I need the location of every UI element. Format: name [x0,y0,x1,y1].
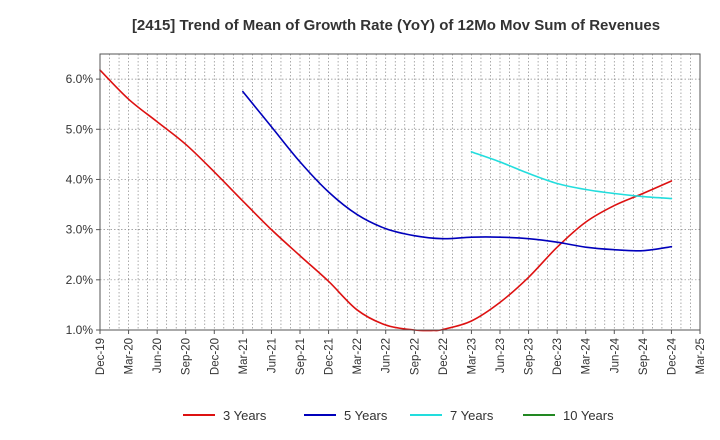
x-tick-label: Dec-21 [324,338,336,375]
legend-label-7-years: 7 Years [450,408,494,423]
y-tick-label: 4.0% [66,172,94,186]
chart-title: [2415] Trend of Mean of Growth Rate (YoY… [132,17,660,34]
x-tick-label: Dec-22 [438,338,450,375]
x-tick-label: Jun-21 [266,338,278,373]
x-tick-label: Sep-23 [524,338,536,375]
y-axis-ticks: 1.0% 2.0% 3.0% 4.0% 5.0% 6.0% [66,72,100,337]
x-tick-label: Mar-22 [352,338,364,374]
series-line-3-years [99,69,673,332]
y-tick-label: 2.0% [66,273,94,287]
series-line-7-years [470,151,673,200]
y-tick-label: 6.0% [66,72,94,86]
x-tick-label: Mar-20 [124,338,136,374]
x-tick-label: Jun-23 [495,338,507,373]
x-tick-label: Mar-25 [695,338,707,374]
legend-label-10-years: 10 Years [563,408,614,423]
y-tick-label: 5.0% [66,122,94,136]
y-tick-label: 3.0% [66,223,94,237]
x-tick-label: Sep-21 [295,338,307,375]
x-tick-label: Mar-24 [581,337,593,374]
y-tick-label: 1.0% [66,323,94,337]
legend-label-3-years: 3 Years [223,408,267,423]
x-tick-label: Dec-20 [209,338,221,375]
x-tick-label: Dec-23 [552,338,564,375]
series-line-5-years [242,90,673,252]
x-tick-label: Jun-20 [152,338,164,373]
legend-label-5-years: 5 Years [344,408,388,423]
x-axis-ticks: Dec-19 Mar-20 Jun-20 Sep-20 Dec-20 Mar-21 Jun-… [95,330,707,375]
grid-vertical [109,54,691,330]
series-layer [99,69,673,332]
x-tick-label: Dec-24 [666,337,678,375]
legend: 3 Years 5 Years 7 Years 10 Years [183,408,614,423]
x-tick-label: Sep-22 [409,338,421,375]
x-tick-label: Sep-24 [638,337,650,375]
x-tick-label: Mar-21 [238,338,250,374]
x-tick-label: Mar-23 [466,338,478,374]
x-tick-label: Jun-24 [609,337,621,373]
x-tick-label: Dec-19 [95,338,107,375]
plot-area-border [99,53,701,331]
x-tick-label: Jun-22 [381,338,393,373]
x-tick-label: Sep-20 [181,338,193,375]
